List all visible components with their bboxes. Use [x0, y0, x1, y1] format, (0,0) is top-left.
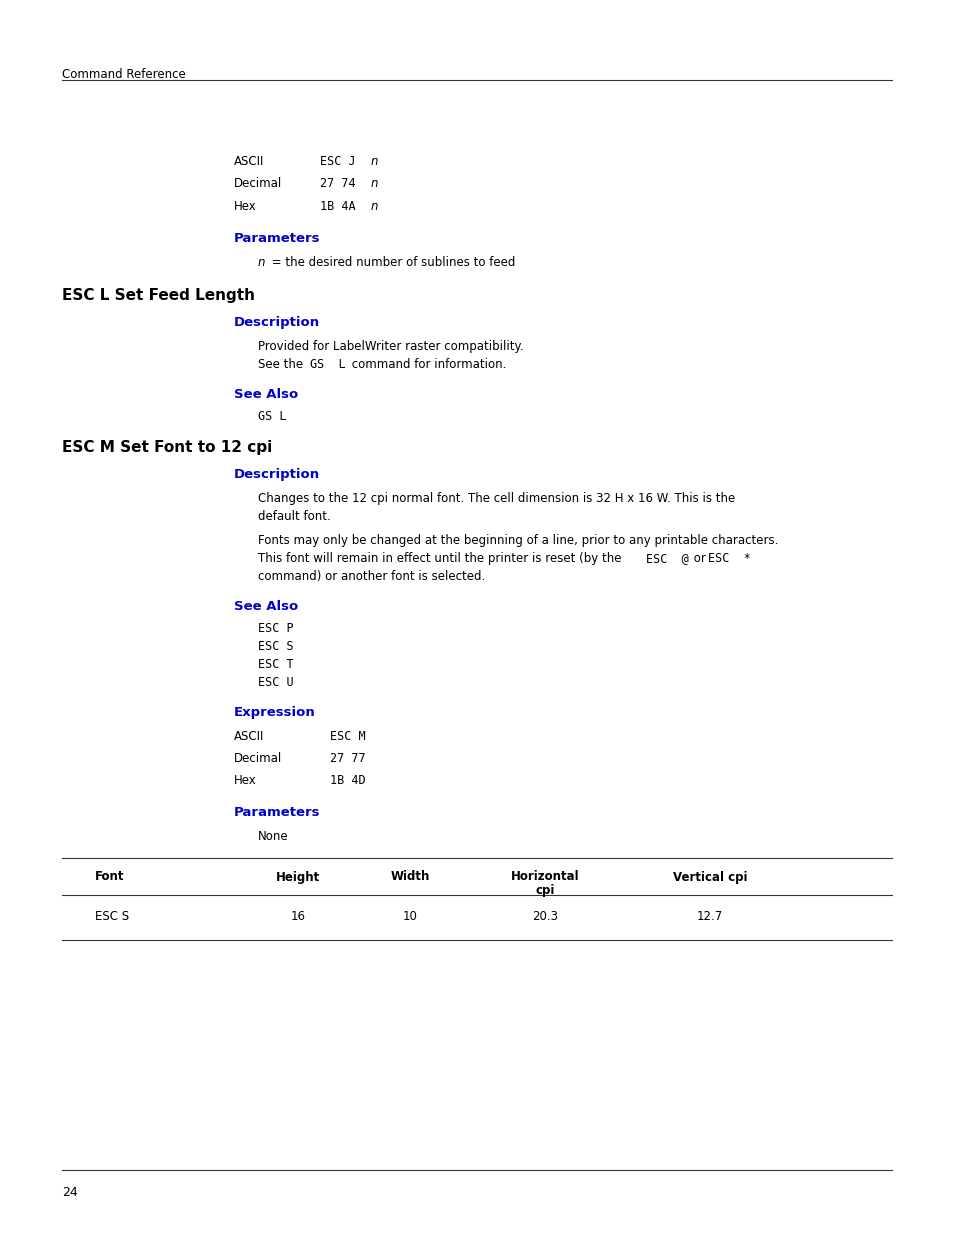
Text: Description: Description — [233, 316, 320, 329]
Text: 24: 24 — [62, 1186, 77, 1198]
Text: None: None — [257, 830, 289, 844]
Text: Changes to the 12 cpi normal font. The cell dimension is 32 H x 16 W. This is th: Changes to the 12 cpi normal font. The c… — [257, 492, 735, 505]
Text: n: n — [371, 200, 378, 212]
Text: n: n — [257, 256, 265, 269]
Text: Width: Width — [390, 871, 429, 883]
Text: ESC S: ESC S — [95, 910, 129, 924]
Text: Parameters: Parameters — [233, 806, 320, 819]
Text: Hex: Hex — [233, 200, 256, 212]
Text: 27 74: 27 74 — [319, 177, 362, 190]
Text: Decimal: Decimal — [233, 752, 282, 764]
Text: ESC S: ESC S — [257, 640, 294, 653]
Text: command for information.: command for information. — [348, 358, 506, 370]
Text: Horizontal: Horizontal — [510, 869, 578, 883]
Text: ASCII: ASCII — [233, 156, 264, 168]
Text: Hex: Hex — [233, 774, 256, 787]
Text: Vertical cpi: Vertical cpi — [672, 871, 746, 883]
Text: ESC M: ESC M — [330, 730, 365, 743]
Text: Height: Height — [275, 871, 320, 883]
Text: See Also: See Also — [233, 600, 298, 613]
Text: ESC U: ESC U — [257, 676, 294, 689]
Text: Expression: Expression — [233, 706, 315, 719]
Text: Font: Font — [95, 871, 125, 883]
Text: 1B 4A: 1B 4A — [319, 200, 362, 212]
Text: ESC J: ESC J — [319, 156, 362, 168]
Text: See Also: See Also — [233, 388, 298, 401]
Text: GS L: GS L — [257, 410, 286, 424]
Text: cpi: cpi — [535, 884, 554, 897]
Text: ESC  @: ESC @ — [645, 552, 688, 564]
Text: default font.: default font. — [257, 510, 331, 522]
Text: Fonts may only be changed at the beginning of a line, prior to any printable cha: Fonts may only be changed at the beginni… — [257, 534, 778, 547]
Text: ESC M Set Font to 12 cpi: ESC M Set Font to 12 cpi — [62, 440, 272, 454]
Text: 27 77: 27 77 — [330, 752, 365, 764]
Text: command) or another font is selected.: command) or another font is selected. — [257, 571, 485, 583]
Text: Parameters: Parameters — [233, 232, 320, 245]
Text: ESC P: ESC P — [257, 622, 294, 635]
Text: GS  L: GS L — [310, 358, 345, 370]
Text: 16: 16 — [291, 910, 305, 924]
Text: See the: See the — [257, 358, 307, 370]
Text: n: n — [371, 177, 378, 190]
Text: Provided for LabelWriter raster compatibility.: Provided for LabelWriter raster compatib… — [257, 340, 523, 353]
Text: n: n — [371, 156, 378, 168]
Text: ESC  *: ESC * — [707, 552, 750, 564]
Text: Decimal: Decimal — [233, 177, 282, 190]
Text: ESC L Set Feed Length: ESC L Set Feed Length — [62, 288, 254, 303]
Text: 10: 10 — [402, 910, 417, 924]
Text: ASCII: ASCII — [233, 730, 264, 743]
Text: 20.3: 20.3 — [532, 910, 558, 924]
Text: Description: Description — [233, 468, 320, 480]
Text: or: or — [689, 552, 709, 564]
Text: ESC T: ESC T — [257, 658, 294, 671]
Text: = the desired number of sublines to feed: = the desired number of sublines to feed — [268, 256, 515, 269]
Text: Command Reference: Command Reference — [62, 68, 186, 82]
Text: 12.7: 12.7 — [696, 910, 722, 924]
Text: 1B 4D: 1B 4D — [330, 774, 365, 787]
Text: This font will remain in effect until the printer is reset (by the: This font will remain in effect until th… — [257, 552, 624, 564]
